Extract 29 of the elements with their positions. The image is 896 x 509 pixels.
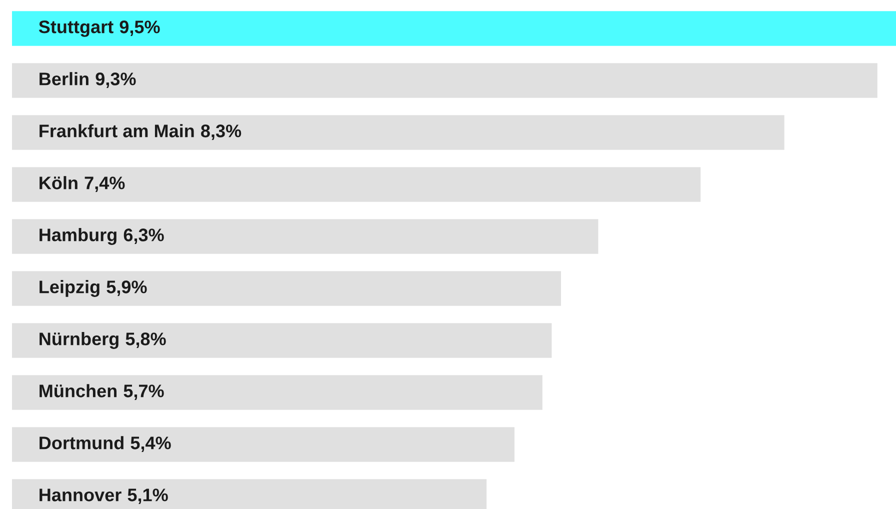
y-tick-label: Stuttgart <box>38 20 114 37</box>
y-tick-label: Hamburg <box>40 228 116 245</box>
y-tick-label: Nürnberg <box>40 332 118 349</box>
y-tick-label: Frankfurt am Main <box>40 124 194 138</box>
bar <box>12 115 784 150</box>
y-tick-label: Köln <box>40 176 78 190</box>
data-label: 5,8% <box>126 332 166 348</box>
bar <box>12 167 701 202</box>
y-tick-label: Hannover <box>40 488 122 502</box>
bar <box>12 63 878 98</box>
data-label: 8,3% <box>201 124 242 140</box>
bar <box>12 375 542 410</box>
data-label: 9,3% <box>96 72 136 88</box>
bar <box>12 323 552 358</box>
data-label: 5,7% <box>124 384 164 400</box>
bar <box>12 271 562 306</box>
data-label: 5,1% <box>128 488 168 504</box>
y-tick-label: München <box>40 384 117 398</box>
data-label: 9,5% <box>120 20 160 36</box>
y-tick-label: Leipzig <box>40 280 100 297</box>
data-label: 7,4% <box>84 176 125 192</box>
y-tick-label: Dortmund <box>40 436 124 450</box>
bar <box>12 219 598 254</box>
data-label: 6,3% <box>124 228 164 244</box>
data-label: 5,4% <box>130 436 171 452</box>
bar <box>12 427 514 462</box>
y-tick-label: Berlin <box>40 72 88 86</box>
bar <box>12 11 896 46</box>
data-label: 5,9% <box>106 280 147 296</box>
